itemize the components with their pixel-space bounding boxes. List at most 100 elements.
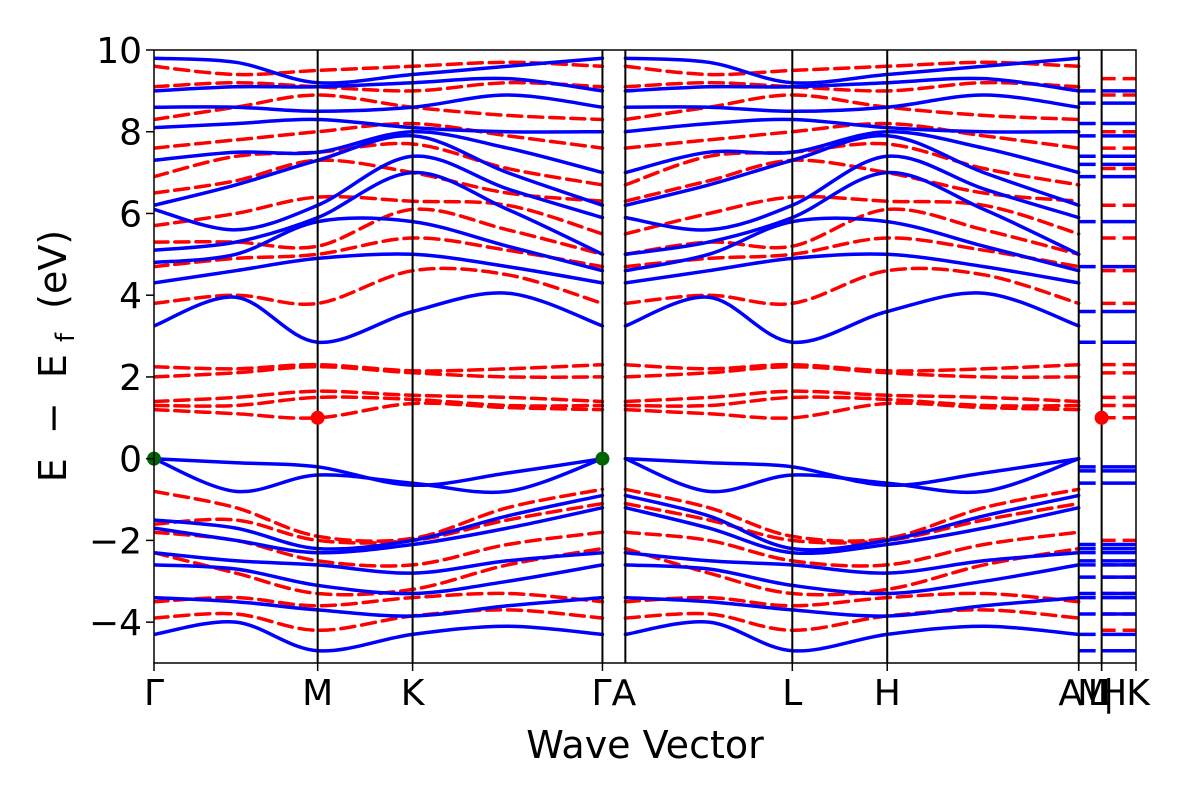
spin-up-band-0-seg-1 — [623, 619, 1081, 653]
y-label-ef: E — [31, 354, 75, 378]
x-tick-label-8: | — [1103, 673, 1115, 714]
spin-down-band-12-seg-1 — [623, 236, 1081, 269]
spin-down-band-16-seg-0 — [154, 141, 605, 187]
y-tick-label-2: 0 — [119, 440, 142, 481]
spin-down-band-11-seg-1 — [623, 266, 1081, 306]
spin-down-band-8-seg-1 — [623, 389, 1081, 404]
spin-up-band-5-seg-1 — [623, 493, 1081, 552]
x-axis-label: Wave Vector — [526, 723, 764, 767]
y-label-sub: f — [51, 332, 81, 342]
y-axis-label: E − E f (eV) — [31, 230, 83, 482]
spin-up-band-4-seg-1 — [623, 505, 1081, 556]
spin-up-band-18-seg-0 — [154, 56, 605, 85]
x-tick-label-7: M — [1077, 673, 1108, 714]
x-tick-label-9: L — [1088, 673, 1108, 714]
spin-down-band-10-seg-1 — [623, 362, 1081, 373]
band-edge-markers — [147, 410, 1109, 466]
spin-down-band-3-seg-1 — [623, 530, 1081, 568]
spin-down-band-6-seg-0 — [154, 401, 605, 420]
spin-up-band-14-seg-1 — [623, 129, 1081, 175]
band-edge-marker-1 — [595, 451, 610, 466]
y-tick-label-3: 2 — [119, 358, 142, 399]
spin-down-band-5-seg-1 — [623, 487, 1081, 543]
band-edge-marker-3 — [1094, 410, 1109, 425]
spin-down-band-5-seg-0 — [154, 487, 605, 543]
x-tick-label-11: K — [1126, 673, 1151, 714]
y-tick-label-5: 6 — [119, 194, 142, 235]
spin-up-band-3-seg-1 — [623, 550, 1081, 575]
y-label-unit: (eV) — [31, 230, 75, 309]
spin-down-band-6-seg-1 — [623, 401, 1081, 420]
spin-down-band-16-seg-1 — [623, 141, 1081, 187]
spin-up-band-1-seg-0 — [154, 595, 605, 618]
plot-frame — [153, 49, 1137, 664]
spin-up-band-2-seg-1 — [623, 563, 1081, 596]
spin-up-band-12-seg-1 — [623, 154, 1081, 232]
spin-up-band-13-seg-0 — [154, 133, 605, 208]
spin-down-band-15-seg-0 — [154, 158, 605, 203]
spin-up-band-14-seg-0 — [154, 129, 605, 175]
spin-down-band-19-seg-1 — [623, 80, 1081, 93]
spin-up-band-9-seg-0 — [154, 252, 605, 285]
y-label-minus: − — [31, 402, 75, 434]
x-axis-ticks: Γ M K ΓA L H AM|LH K — [144, 663, 1151, 714]
spin-down-band-7-seg-0 — [154, 395, 605, 408]
spin-up-band-2-seg-0 — [154, 563, 605, 596]
spin-up-band-16-seg-1 — [623, 93, 1081, 114]
x-tick-label-4: L — [782, 673, 802, 714]
spin-down-band-20-seg-1 — [623, 60, 1081, 77]
spin-down-band-19-seg-0 — [154, 80, 605, 93]
spin-up-band-17-seg-1 — [623, 76, 1081, 93]
y-axis-ticks: −4 −2 0 2 4 6 8 10 — [89, 31, 154, 644]
x-tick-label-3: ΓA — [592, 673, 637, 714]
spin-down-band-0-seg-1 — [623, 608, 1081, 633]
y-tick-label-1: −2 — [89, 521, 142, 562]
spin-up-band-3-seg-0 — [154, 550, 605, 575]
spin-down-band-11-seg-0 — [154, 266, 605, 306]
spin-up-band-0-seg-0 — [154, 619, 605, 653]
spin-down-band-1-seg-0 — [154, 591, 605, 608]
spin-up-band-9-seg-1 — [623, 252, 1081, 285]
spin-down-band-20-seg-0 — [154, 60, 605, 77]
y-tick-label-7: 10 — [96, 31, 142, 72]
spin-up-band-8-seg-1 — [623, 291, 1081, 344]
spin-up-band-5-seg-0 — [154, 493, 605, 551]
x-tick-label-5: H — [874, 673, 901, 714]
spin-up-band-15-seg-1 — [623, 117, 1081, 134]
spin-up-band-7-seg-1 — [623, 456, 1081, 487]
spin-down-band-8-seg-0 — [154, 389, 605, 404]
x-tick-label-0: Γ — [144, 673, 164, 714]
spin-up-band-18-seg-1 — [623, 56, 1081, 85]
k-segment-levels — [1078, 76, 1136, 653]
spin-down-band-4-seg-1 — [623, 501, 1081, 545]
x-tick-label-10: H — [1100, 673, 1127, 714]
spin-up-band-15-seg-0 — [154, 117, 605, 134]
spin-down-band-10-seg-0 — [154, 362, 605, 373]
band-edge-marker-2 — [310, 410, 325, 425]
spin-down-band-2-seg-0 — [154, 546, 605, 597]
y-tick-label-6: 8 — [119, 113, 142, 154]
spin-up-band-13-seg-1 — [623, 133, 1081, 208]
spin-up-band-8-seg-0 — [154, 291, 605, 344]
spin-down-band-4-seg-0 — [154, 501, 605, 545]
x-tick-label-2: K — [401, 673, 426, 714]
spin-up-band-17-seg-0 — [154, 76, 605, 93]
spin-up-band-11-seg-0 — [154, 170, 605, 257]
spin-down-band-7-seg-1 — [623, 395, 1081, 408]
spin-up-band-11-seg-1 — [623, 170, 1081, 257]
spin-up-band-10-seg-0 — [154, 216, 605, 273]
spin-up-band-1-seg-1 — [623, 595, 1081, 618]
spin-down-band-0-seg-0 — [154, 608, 605, 633]
spin-down-band-15-seg-1 — [623, 158, 1081, 203]
spin-up-band-10-seg-1 — [623, 216, 1081, 273]
spin-up-band-16-seg-0 — [154, 93, 605, 114]
spin-down-band-12-seg-0 — [154, 236, 605, 269]
y-label-e: E — [31, 458, 75, 482]
kpoint-divider-lines — [316, 50, 1103, 663]
spin-up-band-12-seg-0 — [154, 154, 605, 232]
spin-up-band-7-seg-0 — [154, 456, 605, 487]
spin-down-band-1-seg-1 — [623, 591, 1081, 608]
y-tick-label-4: 4 — [119, 276, 142, 317]
spin-down-band-2-seg-1 — [623, 546, 1081, 597]
